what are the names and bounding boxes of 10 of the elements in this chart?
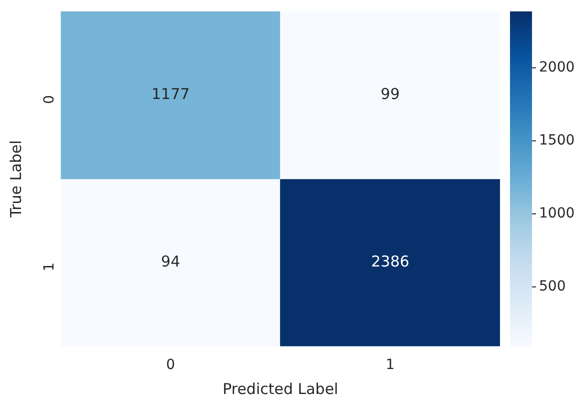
color-bar-label: 500 (539, 278, 566, 295)
color-bar-label: 2000 (539, 59, 575, 76)
color-bar-label: 1000 (539, 206, 575, 222)
data-label: 94 (161, 252, 180, 270)
data-label: 1177 (152, 84, 190, 103)
x-axis-title: Predicted Label (222, 380, 338, 398)
y-axis-title: True Label (6, 140, 25, 218)
data-label: 2386 (371, 252, 410, 270)
data-label: 99 (380, 84, 400, 103)
color-bar-label: 1500 (539, 132, 575, 148)
